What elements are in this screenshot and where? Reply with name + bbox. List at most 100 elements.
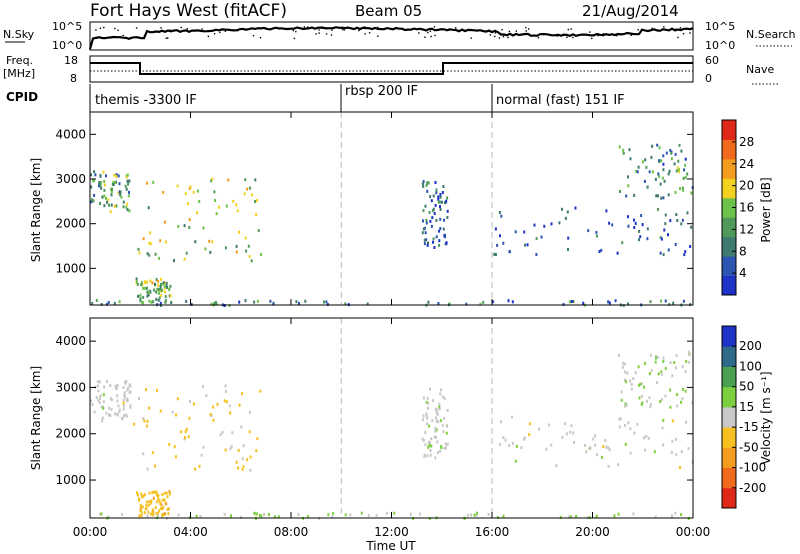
echo-cell [685,420,688,424]
echo-cell [439,227,442,230]
echo-cell [166,507,169,511]
echo-cell [418,512,421,516]
echo-cell [650,155,653,159]
echo-cell [502,436,505,440]
echo-cell [664,394,667,398]
echo-cell [106,200,108,204]
echo-cell [496,243,499,247]
echo-cell [174,455,177,459]
echo-cell [184,192,187,196]
echo-cell [607,300,610,304]
colorbar-band [722,406,736,428]
echo-cell [367,513,370,517]
echo-cell [604,439,607,442]
echo-cell [232,199,235,203]
echo-cell [140,492,143,496]
noise-search-label: N.Search [746,28,796,41]
echo-cell [212,405,215,409]
echo-cell [122,385,125,389]
echo-cell [621,241,624,245]
echo-cell [675,353,678,357]
echo-cell [263,512,266,516]
noise-right-tick-low: 10^0 [705,39,735,52]
echo-cell [117,191,120,195]
echo-cell [148,241,151,245]
echo-cell [230,514,232,518]
echo-cell [95,396,98,399]
echo-cell [573,441,575,444]
echo-cell [428,444,431,448]
time-axis: 00:00 04:00 08:00 12:00 16:00 20:00 00:00 [73,112,710,539]
echo-cell [425,221,428,225]
echo-cell [430,437,433,441]
echo-cell [671,374,674,378]
echo-cell [107,515,110,519]
echo-cell [491,300,494,304]
echo-cell [124,381,127,385]
echo-cell [429,387,432,391]
echo-cell [107,198,110,202]
echo-cell [102,400,105,404]
echo-cell [431,216,434,220]
echo-cell [623,378,626,382]
colorbar-tick-label: -200 [739,481,766,495]
echo-cell [676,404,679,408]
noise-right-tick-high: 10^5 [705,20,735,33]
power-colorbar-label: Power [dB] [759,177,773,242]
echo-cell [508,444,511,447]
echo-cell [423,242,426,246]
echo-cell [446,442,449,446]
velocity-colorbar-label: Velocity [m s⁻¹] [759,371,773,464]
echo-cell [680,149,683,153]
echo-cell [248,255,251,258]
y-tick-label: 2000 [55,217,86,231]
echo-cell [430,199,433,203]
echo-cell [682,188,685,192]
noise-search-dots [95,26,691,40]
echo-cell [669,219,672,223]
echo-cell [627,175,629,179]
echo-cell [142,494,145,498]
echo-cell [238,403,241,407]
echo-cell [196,189,199,193]
echo-cell [608,301,611,305]
echo-cell [595,234,598,238]
echo-cell [259,389,262,393]
echo-cell [688,353,690,356]
echo-cell [188,225,191,229]
echo-cell [422,396,425,400]
echo-cell [487,513,490,516]
colorbar-tick-label: 24 [739,157,754,171]
echo-cell [663,179,666,183]
echo-cell [437,197,440,201]
echo-cell [643,436,645,440]
echo-cell [548,423,551,427]
echo-cell [436,440,439,444]
echo-cell [605,209,608,213]
echo-cell [120,195,123,199]
echo-cell [105,174,107,178]
echo-cell [626,371,629,375]
echo-cell [500,420,502,424]
colorbar-tick-label: 12 [739,222,754,236]
noise-panel: N.Sky 10^5 10^0 10^5 10^0 N.Search [3,20,796,52]
echo-cell [106,302,109,306]
echo-cell [641,223,644,227]
echo-cell [585,450,588,454]
echo-cell [601,455,604,459]
echo-cell [97,389,100,393]
echo-cell [151,451,154,455]
echo-cell [427,300,430,304]
echo-cell [122,407,125,411]
echo-cell [244,178,247,182]
echo-cell [569,430,572,434]
echo-cell [138,396,140,400]
echo-cell [639,382,642,386]
echo-cell [210,179,213,183]
echo-cell [149,231,152,235]
echo-cell [424,431,427,435]
echo-cell [424,443,427,447]
echo-cell [432,207,435,211]
echo-cell [136,491,138,495]
x-tick-label: 04:00 [173,525,208,539]
